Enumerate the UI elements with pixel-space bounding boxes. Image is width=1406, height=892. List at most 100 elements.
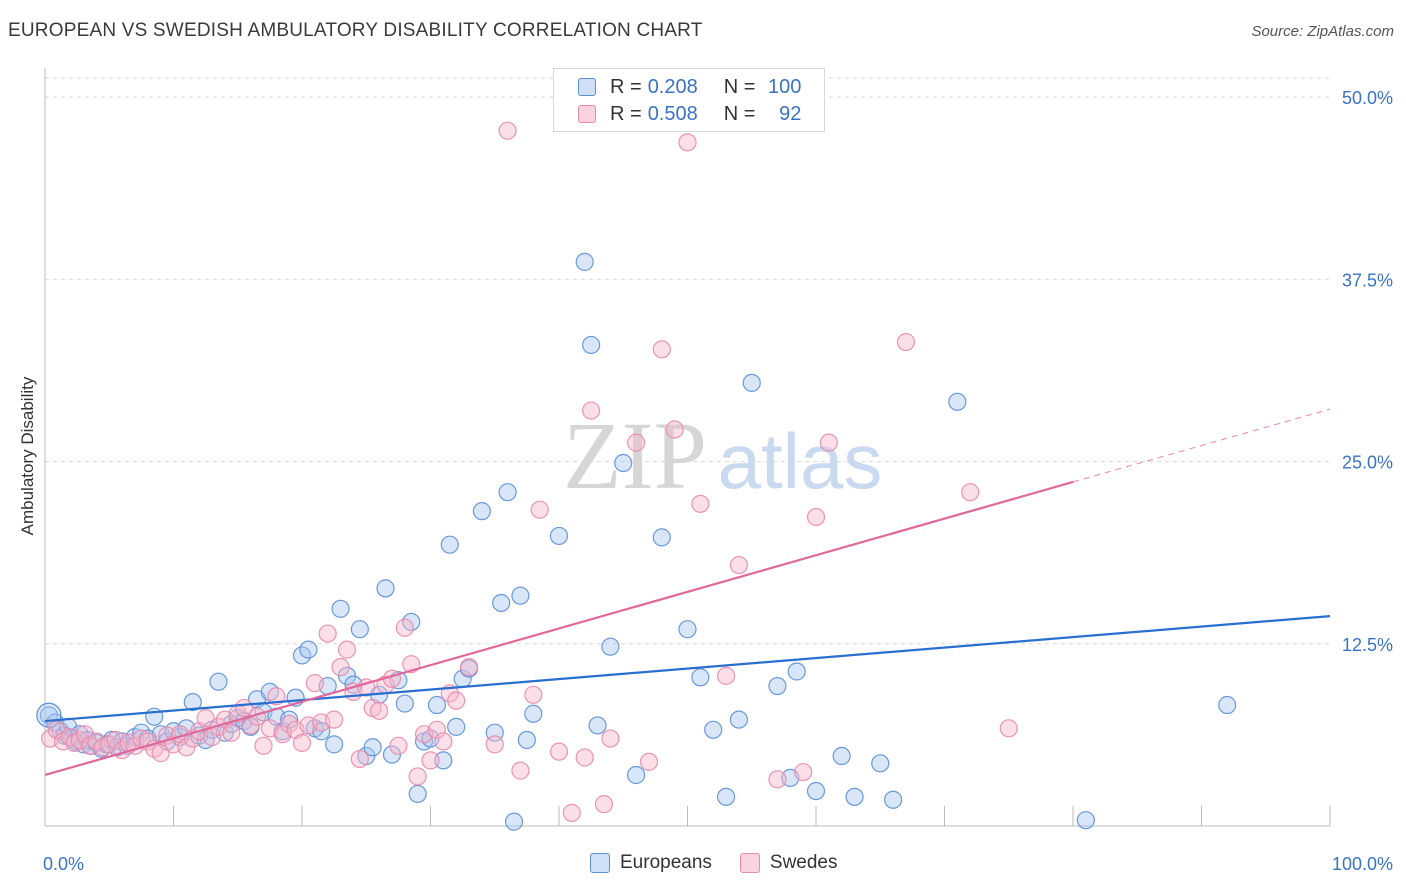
europeans-point: [447, 717, 466, 736]
swedes-point: [427, 720, 447, 739]
swedes-point: [716, 666, 736, 685]
legend-label-swedes: Swedes: [769, 852, 838, 873]
x-tick-label-min: 0.0%: [43, 854, 84, 874]
europeans-point: [601, 637, 620, 656]
legend-item-europeans[interactable]: Europeans: [590, 852, 712, 874]
swedes-point: [819, 433, 838, 452]
n-label: N =: [723, 102, 756, 125]
stats-legend: R = 0.208 N = 100 R = 0.508 N = 92: [553, 68, 825, 132]
swedes-point: [562, 803, 581, 822]
swedes-point: [331, 658, 350, 677]
y-axis-label: Ambulatory Disability: [18, 376, 37, 536]
swedes-point: [196, 709, 215, 728]
swedes-point: [202, 727, 222, 747]
europeans-point: [832, 746, 851, 766]
europeans-point: [183, 692, 202, 712]
n-label: N =: [723, 75, 756, 98]
swedes-point: [530, 500, 549, 519]
swedes-point: [999, 719, 1018, 738]
europeans-point: [299, 640, 318, 659]
europeans-point: [331, 599, 350, 618]
europeans-point: [845, 787, 864, 806]
swedes-point: [498, 121, 517, 140]
y-tick-label: 50.0%: [1342, 88, 1393, 108]
europeans-point: [575, 252, 594, 271]
swedes-point: [601, 729, 620, 748]
swedes-point: [485, 735, 504, 754]
swedes-point: [305, 674, 324, 693]
watermark-zip: ZIP: [563, 402, 707, 509]
series-swedes: [41, 121, 1018, 822]
europeans-point: [582, 335, 601, 355]
europeans-point: [742, 373, 761, 392]
swedes-point: [254, 736, 273, 755]
europeans-point: [524, 704, 543, 723]
swedes-trend-extension: [1072, 408, 1331, 483]
swedes-legend-swatch: [739, 853, 760, 873]
swedes-point: [318, 624, 337, 643]
europeans-point: [652, 528, 671, 547]
n-value: 100: [768, 75, 802, 98]
swedes-point: [549, 742, 569, 761]
swedes-point: [896, 332, 916, 352]
europeans-point: [626, 765, 646, 785]
trend-lines: [44, 408, 1331, 777]
swedes-point: [395, 618, 414, 637]
europeans-point: [787, 662, 806, 681]
swedes-swatch: [578, 105, 596, 123]
swedes-point: [222, 723, 241, 742]
swedes-point: [408, 767, 427, 786]
europeans-point: [729, 710, 749, 729]
swedes-point: [575, 748, 594, 767]
europeans-point: [704, 720, 723, 739]
swedes-point: [594, 795, 614, 814]
europeans-trend-line: [44, 614, 1331, 723]
europeans-point: [806, 781, 826, 801]
europeans-point: [948, 392, 967, 411]
europeans-point: [1218, 695, 1237, 715]
swedes-point: [961, 483, 980, 502]
series-legend: Europeans Swedes: [590, 852, 866, 874]
swedes-point: [639, 752, 659, 771]
europeans-point: [549, 526, 569, 546]
europeans-point: [517, 730, 536, 750]
europeans-point: [504, 812, 524, 831]
swedes-point: [350, 749, 369, 769]
europeans-point: [408, 784, 427, 804]
swedes-point: [729, 555, 749, 575]
europeans-point: [614, 453, 633, 473]
europeans-point: [472, 502, 491, 521]
europeans-point: [395, 694, 414, 713]
swedes-point: [138, 732, 157, 751]
europeans-point: [434, 751, 453, 770]
r-label: R =: [610, 102, 642, 125]
europeans-point: [492, 593, 511, 613]
swedes-point: [267, 687, 286, 706]
swedes-point: [337, 640, 357, 659]
europeans-point: [376, 579, 395, 598]
europeans-point: [325, 735, 344, 754]
chart-title: EUROPEAN VS SWEDISH AMBULATORY DISABILIT…: [8, 20, 703, 41]
europeans-point: [440, 535, 459, 554]
europeans-point: [498, 483, 517, 502]
r-label: R =: [610, 75, 642, 98]
swedes-point: [434, 732, 453, 751]
swedes-point: [794, 762, 813, 782]
source-label: Source: ZipAtlas.com: [1251, 23, 1394, 40]
europeans-point: [350, 620, 369, 639]
swedes-point: [75, 725, 94, 744]
europeans-point: [691, 668, 710, 687]
swedes-point: [370, 701, 389, 720]
swedes-point: [768, 770, 787, 789]
swedes-point: [652, 340, 671, 359]
swedes-point: [60, 727, 79, 747]
europeans-point: [768, 676, 787, 696]
legend-item-swedes[interactable]: Swedes: [739, 852, 838, 874]
europeans-point: [871, 754, 890, 773]
swedes-point: [511, 761, 530, 780]
europeans-legend-swatch: [590, 853, 610, 873]
swedes-point: [459, 658, 479, 677]
swedes-point: [524, 685, 543, 704]
europeans-point: [588, 716, 607, 735]
